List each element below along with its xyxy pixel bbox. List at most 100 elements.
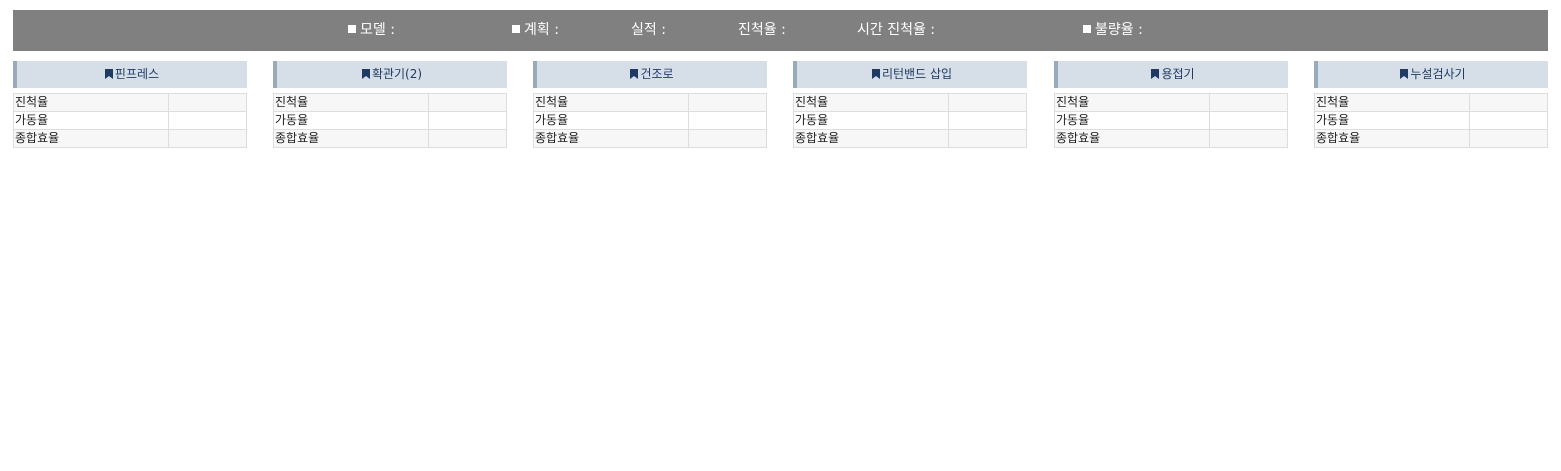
table-row: 진척율 [13, 93, 247, 112]
square-bullet-icon [348, 25, 356, 33]
table-row: 진척율 [533, 93, 767, 112]
equipment-panels: 핀프레스 진척율 가동율 종합효율 확관기(2) 진척율 가동율 종합효율 건조… [13, 61, 1548, 148]
metric-value [428, 129, 507, 148]
panel-header: 용접기 [1054, 61, 1288, 88]
table-row: 종합효율 [1314, 129, 1548, 148]
metric-label: 진척율 [273, 93, 429, 112]
bookmark-icon [871, 69, 880, 79]
table-row: 종합효율 [793, 129, 1027, 148]
metric-label: 진척율 [793, 93, 949, 112]
metric-label: 가동율 [793, 111, 949, 130]
panel-leak-tester: 누설검사기 진척율 가동율 종합효율 [1314, 61, 1548, 148]
metric-value [168, 111, 247, 130]
panel-return-bend: 리턴밴드 삽입 진척율 가동율 종합효율 [793, 61, 1027, 148]
actual-summary: 실적 : [631, 10, 668, 51]
progress-label: 진척율 : [738, 22, 786, 38]
metric-value [1209, 93, 1288, 112]
panel-header: 리턴밴드 삽입 [793, 61, 1027, 88]
metric-label: 진척율 [13, 93, 169, 112]
plan-label: 계획 : [524, 22, 559, 38]
panel-header: 확관기(2) [273, 61, 507, 88]
metrics-table: 진척율 가동율 종합효율 [533, 93, 767, 148]
plan-summary: 계획 : [512, 10, 561, 51]
panel-title: 건조로 [640, 67, 674, 81]
metric-label: 가동율 [13, 111, 169, 130]
table-row: 가동율 [533, 111, 767, 130]
metric-value [1209, 129, 1288, 148]
metrics-table: 진척율 가동율 종합효율 [273, 93, 507, 148]
defect-summary: 불량율 : [1083, 10, 1145, 51]
table-row: 가동율 [1054, 111, 1288, 130]
metric-label: 가동율 [273, 111, 429, 130]
table-row: 가동율 [273, 111, 507, 130]
metrics-table: 진척율 가동율 종합효율 [1054, 93, 1288, 148]
metric-label: 가동율 [1314, 111, 1470, 130]
metric-value [1469, 111, 1548, 130]
metric-label: 종합효율 [13, 129, 169, 148]
metrics-table: 진척율 가동율 종합효율 [13, 93, 247, 148]
metric-value [1469, 129, 1548, 148]
metric-value [168, 93, 247, 112]
metric-label: 종합효율 [273, 129, 429, 148]
bookmark-icon [630, 69, 639, 79]
panel-header: 누설검사기 [1314, 61, 1548, 88]
metric-value [688, 111, 767, 130]
panel-title: 리턴밴드 삽입 [881, 67, 953, 81]
bookmark-icon [104, 69, 113, 79]
metric-value [948, 93, 1027, 112]
metric-label: 종합효율 [1314, 129, 1470, 148]
metric-value [688, 93, 767, 112]
time-progress-label: 시간 진척율 : [857, 22, 936, 38]
table-row: 종합효율 [13, 129, 247, 148]
metric-value [168, 129, 247, 148]
defect-label: 불량율 : [1095, 22, 1143, 38]
metric-value [948, 129, 1027, 148]
table-row: 가동율 [793, 111, 1027, 130]
table-row: 진척율 [273, 93, 507, 112]
model-label: 모델 : [360, 22, 395, 38]
time-progress-summary: 시간 진척율 : [857, 10, 937, 51]
table-row: 진척율 [793, 93, 1027, 112]
table-row: 종합효율 [533, 129, 767, 148]
metric-label: 종합효율 [1054, 129, 1210, 148]
metric-value [428, 111, 507, 130]
table-row: 진척율 [1314, 93, 1548, 112]
metric-value [1469, 93, 1548, 112]
square-bullet-icon [1083, 25, 1091, 33]
table-row: 가동율 [1314, 111, 1548, 130]
metric-label: 종합효율 [533, 129, 689, 148]
panel-title: 누설검사기 [1410, 67, 1466, 81]
bookmark-icon [361, 69, 370, 79]
panel-title: 용접기 [1161, 67, 1195, 81]
metric-value [948, 111, 1027, 130]
metric-value [688, 129, 767, 148]
panel-expander: 확관기(2) 진척율 가동율 종합효율 [273, 61, 507, 148]
table-row: 가동율 [13, 111, 247, 130]
metric-label: 진척율 [1314, 93, 1470, 112]
metric-label: 가동율 [1054, 111, 1210, 130]
panel-title: 핀프레스 [114, 67, 160, 81]
square-bullet-icon [512, 25, 520, 33]
metrics-table: 진척율 가동율 종합효율 [793, 93, 1027, 148]
bookmark-icon [1400, 69, 1409, 79]
panel-pin-press: 핀프레스 진척율 가동율 종합효율 [13, 61, 247, 148]
metric-label: 진척율 [533, 93, 689, 112]
summary-bar: 모델 : 계획 : 실적 : 진척율 : 시간 진척율 : 불량율 : [13, 10, 1548, 51]
table-row: 진척율 [1054, 93, 1288, 112]
panel-header: 핀프레스 [13, 61, 247, 88]
progress-summary: 진척율 : [738, 10, 788, 51]
actual-label: 실적 : [631, 22, 666, 38]
panel-welder: 용접기 진척율 가동율 종합효율 [1054, 61, 1288, 148]
bookmark-icon [1151, 69, 1160, 79]
table-row: 종합효율 [1054, 129, 1288, 148]
metric-value [1209, 111, 1288, 130]
panel-title: 확관기(2) [371, 67, 423, 81]
metric-label: 종합효율 [793, 129, 949, 148]
metric-label: 가동율 [533, 111, 689, 130]
metrics-table: 진척율 가동율 종합효율 [1314, 93, 1548, 148]
table-row: 종합효율 [273, 129, 507, 148]
panel-drying-oven: 건조로 진척율 가동율 종합효율 [533, 61, 767, 148]
metric-label: 진척율 [1054, 93, 1210, 112]
metric-value [428, 93, 507, 112]
panel-header: 건조로 [533, 61, 767, 88]
